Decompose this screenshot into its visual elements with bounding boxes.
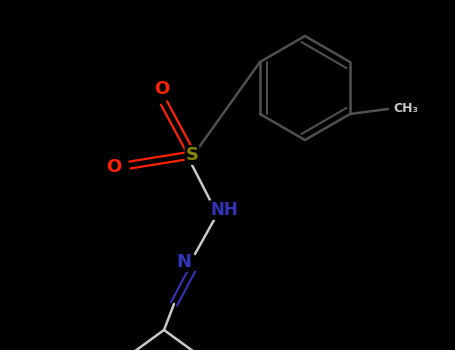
Text: S: S: [186, 146, 198, 164]
Text: O: O: [154, 80, 170, 98]
Text: CH₃: CH₃: [394, 103, 419, 116]
Text: NH: NH: [210, 201, 238, 219]
Text: O: O: [106, 158, 121, 176]
Text: N: N: [177, 253, 192, 271]
